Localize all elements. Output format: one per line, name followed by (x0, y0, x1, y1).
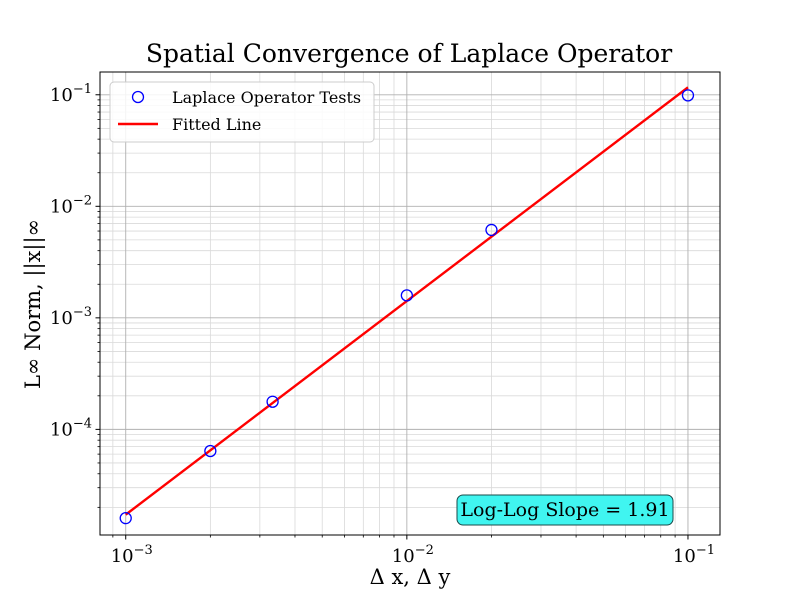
slope-annotation-box (456, 494, 674, 526)
y-axis-label: L∞ Norm, ||x||∞ (21, 219, 46, 389)
y-tick-label: 10−2 (50, 193, 92, 217)
slope-annotation: Log-Log Slope = 1.91 (456, 494, 674, 526)
legend-label-fitted: Fitted Line (172, 115, 261, 134)
test-point-marker (485, 223, 498, 237)
legend-marker-tests (131, 90, 145, 104)
test-point-marker (266, 395, 279, 408)
tick-labels: 10−3 10−2 10−1 10−4 10−3 10−2 10−1 (50, 82, 715, 567)
test-point-marker (400, 289, 413, 302)
y-tick-label: 10−1 (50, 82, 92, 106)
x-axis-label: Δ x, Δ y (370, 565, 451, 589)
legend-label-tests: Laplace Operator Tests (172, 88, 361, 107)
legend-box (109, 81, 375, 143)
x-tick-label: 10−3 (111, 543, 153, 567)
test-point-marker (119, 512, 132, 525)
test-point-marker (681, 89, 695, 102)
slope-annotation-text: Log-Log Slope = 1.91 (460, 499, 669, 521)
grid-lines (100, 72, 720, 535)
test-point-marker (204, 444, 217, 458)
x-tick-label: 10−2 (392, 543, 434, 567)
plot-data (119, 86, 695, 525)
plot-frame (99, 71, 721, 536)
x-tick-label: 10−1 (673, 543, 715, 567)
legend: Laplace Operator Tests Fitted Line (109, 81, 375, 143)
y-tick-label: 10−3 (50, 305, 92, 329)
y-tick-label: 10−4 (50, 416, 92, 440)
chart-title: Spatial Convergence of Laplace Operator (146, 39, 672, 68)
